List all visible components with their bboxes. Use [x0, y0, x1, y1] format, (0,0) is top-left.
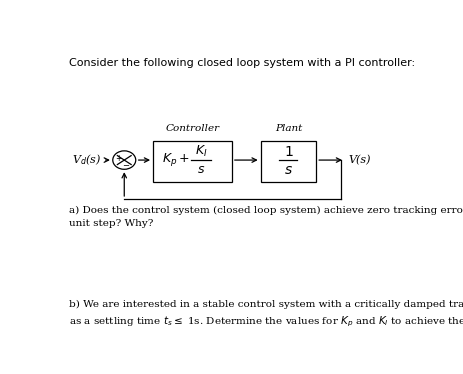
Text: $s$: $s$	[197, 163, 206, 176]
Text: $K_I$: $K_I$	[195, 144, 208, 159]
Text: $1$: $1$	[284, 145, 293, 159]
FancyBboxPatch shape	[261, 141, 316, 182]
Text: V$_d$(s): V$_d$(s)	[72, 153, 101, 168]
FancyBboxPatch shape	[153, 141, 232, 182]
Text: $s$: $s$	[284, 163, 293, 177]
Text: Controller: Controller	[165, 124, 219, 133]
Text: $K_p+$: $K_p+$	[162, 151, 189, 168]
Text: +: +	[115, 154, 122, 163]
Text: Consider the following closed loop system with a PI controller:: Consider the following closed loop syste…	[69, 58, 415, 68]
Text: V(s): V(s)	[349, 155, 371, 165]
Text: Plant: Plant	[275, 124, 302, 133]
Text: b) We are interested in a stable control system with a critically damped transie: b) We are interested in a stable control…	[69, 300, 463, 329]
Text: a) Does the control system (closed loop system) achieve zero tracking error when: a) Does the control system (closed loop …	[69, 206, 463, 229]
Text: −: −	[122, 161, 129, 170]
